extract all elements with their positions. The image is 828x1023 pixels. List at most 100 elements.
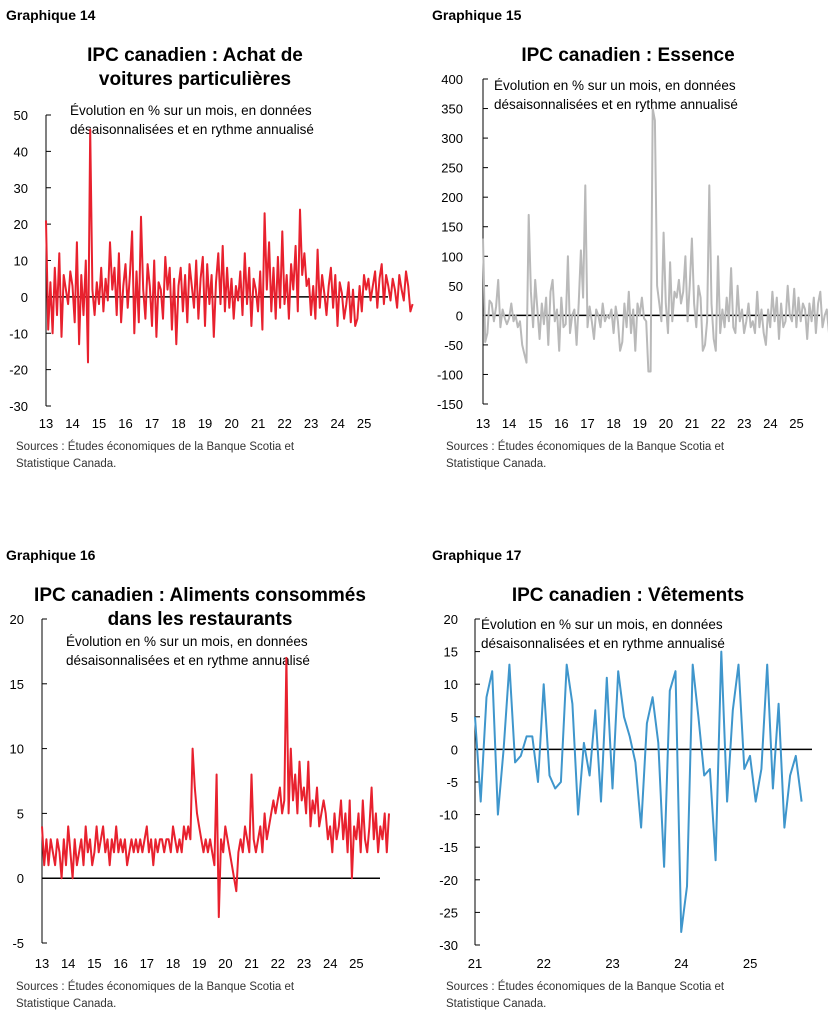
y-tick-label: -5 [446, 775, 458, 790]
y-tick-label: 300 [441, 131, 463, 146]
chart-title-line: IPC canadien : Vêtements [511, 585, 745, 606]
y-tick-label: 5 [451, 710, 458, 725]
chart-title: IPC canadien : Essence [460, 44, 796, 68]
y-tick-label: 0 [21, 290, 28, 305]
x-tick-label: 15 [92, 416, 106, 431]
chart-title-line: IPC canadien : Essence [521, 45, 735, 66]
source-line: Statistique Canada. [446, 998, 547, 1010]
x-tick-label: 18 [606, 416, 620, 431]
y-tick-label: 350 [441, 102, 463, 117]
y-tick-label: 50 [14, 108, 28, 123]
x-tick-label: 25 [357, 416, 371, 431]
source-line: Statistique Canada. [16, 458, 117, 470]
series-line [474, 650, 803, 933]
x-tick-label: 23 [605, 956, 619, 971]
y-tick-label: -15 [439, 840, 458, 855]
y-tick-label: -25 [439, 905, 458, 920]
chart-plot: -150 -100 -50 0 50 100 150 200 250 300 350 400 13 14 1… [437, 72, 828, 431]
chart-title-line: dans les restaurants [107, 609, 293, 630]
graph-number: Graphique 14 [6, 7, 96, 23]
source-line: Sources : Études économiques de la Banqu… [16, 981, 295, 993]
chart-title: IPC canadien : Aliments consommés dans l… [20, 584, 380, 632]
y-tick-label: -30 [439, 938, 458, 953]
graph-number: Graphique 16 [6, 547, 96, 563]
chart-source: Sources : Études économiques de la Banqu… [446, 979, 724, 1013]
x-tick-label: 25 [789, 416, 803, 431]
x-tick-label: 16 [118, 416, 132, 431]
chart-title-line: IPC canadien : Aliments consommés [34, 585, 366, 606]
chart-subtitle: Évolution en % sur un mois, en données d… [70, 101, 314, 139]
x-tick-label: 25 [743, 956, 757, 971]
chart-subtitle-line: désaisonnalisées et en rythme annualisé [70, 122, 314, 137]
y-tick-label: 400 [441, 72, 463, 87]
x-tick-label: 21 [251, 416, 265, 431]
y-tick-label: 10 [444, 677, 458, 692]
y-tick-label: -10 [9, 326, 28, 341]
y-tick-label: -30 [9, 399, 28, 414]
x-tick-label: 24 [323, 956, 337, 971]
chart-source: Sources : Études économiques de la Banqu… [16, 439, 294, 473]
y-tick-label: 40 [14, 144, 28, 159]
y-tick-label: 15 [444, 645, 458, 660]
y-tick-label: 50 [449, 279, 463, 294]
y-tick-label: -20 [9, 363, 28, 378]
x-tick-label: 19 [198, 416, 212, 431]
x-tick-label: 20 [218, 956, 232, 971]
chart-subtitle-line: désaisonnalisées et en rythme annualisé [66, 653, 310, 668]
x-tick-label: 24 [763, 416, 777, 431]
chart-subtitle-line: Évolution en % sur un mois, en données [481, 617, 723, 632]
x-tick-label: 21 [468, 956, 482, 971]
y-tick-label: 20 [14, 217, 28, 232]
chart-title-line: voitures particulières [98, 69, 292, 90]
chart-plot: -30 -20 -10 0 10 20 30 40 50 13 14 15 16 17 18 19 20 21 22… [9, 108, 414, 431]
y-tick-label: 10 [10, 742, 24, 757]
x-tick-label: 15 [87, 956, 101, 971]
x-tick-label: 17 [580, 416, 594, 431]
x-tick-label: 21 [244, 956, 258, 971]
source-line: Sources : Études économiques de la Banqu… [446, 981, 725, 993]
x-tick-label: 13 [39, 416, 53, 431]
x-tick-label: 19 [192, 956, 206, 971]
x-tick-label: 16 [554, 416, 568, 431]
chart-subtitle: Évolution en % sur un mois, en données d… [494, 76, 738, 114]
x-tick-label: 18 [166, 956, 180, 971]
x-tick-label: 17 [145, 416, 159, 431]
y-tick-label: 20 [10, 612, 24, 627]
chart-subtitle: Évolution en % sur un mois, en données d… [66, 632, 310, 670]
chart-subtitle: Évolution en % sur un mois, en données d… [481, 615, 725, 653]
y-tick-label: 150 [441, 220, 463, 235]
x-tick-label: 14 [65, 416, 79, 431]
x-tick-label: 22 [537, 956, 551, 971]
chart-plot: -5 0 5 10 15 20 13 14 15 16 17 18 19 20 21 22 23 24 25 [10, 612, 390, 971]
y-tick-label: -20 [439, 873, 458, 888]
x-tick-label: 19 [633, 416, 647, 431]
x-tick-label: 13 [35, 956, 49, 971]
series-line [482, 107, 828, 373]
chart-subtitle-line: désaisonnalisées et en rythme annualisé [481, 636, 725, 651]
y-tick-label: 0 [451, 742, 458, 757]
y-tick-label: 15 [10, 677, 24, 692]
x-tick-label: 22 [271, 956, 285, 971]
y-tick-label: 0 [17, 871, 24, 886]
y-tick-label: -50 [444, 338, 463, 353]
y-tick-label: -5 [12, 936, 24, 951]
x-tick-label: 20 [224, 416, 238, 431]
x-tick-label: 23 [304, 416, 318, 431]
y-tick-label: 100 [441, 249, 463, 264]
chart-subtitle-line: Évolution en % sur un mois, en données [494, 78, 736, 93]
source-line: Sources : Études économiques de la Banqu… [446, 441, 725, 453]
chart-subtitle-line: Évolution en % sur un mois, en données [66, 634, 308, 649]
source-line: Statistique Canada. [446, 458, 547, 470]
x-tick-label: 21 [685, 416, 699, 431]
chart-title: IPC canadien : Achat de voitures particu… [30, 44, 360, 92]
x-tick-label: 24 [330, 416, 344, 431]
y-tick-label: 250 [441, 161, 463, 176]
x-tick-label: 17 [140, 956, 154, 971]
source-line: Sources : Études économiques de la Banqu… [16, 441, 295, 453]
chart-title: IPC canadien : Vêtements [460, 584, 796, 608]
chart-source: Sources : Études économiques de la Banqu… [16, 979, 294, 1013]
y-tick-label: -10 [439, 808, 458, 823]
chart-title-line: IPC canadien : Achat de [87, 45, 303, 66]
x-tick-label: 14 [502, 416, 516, 431]
